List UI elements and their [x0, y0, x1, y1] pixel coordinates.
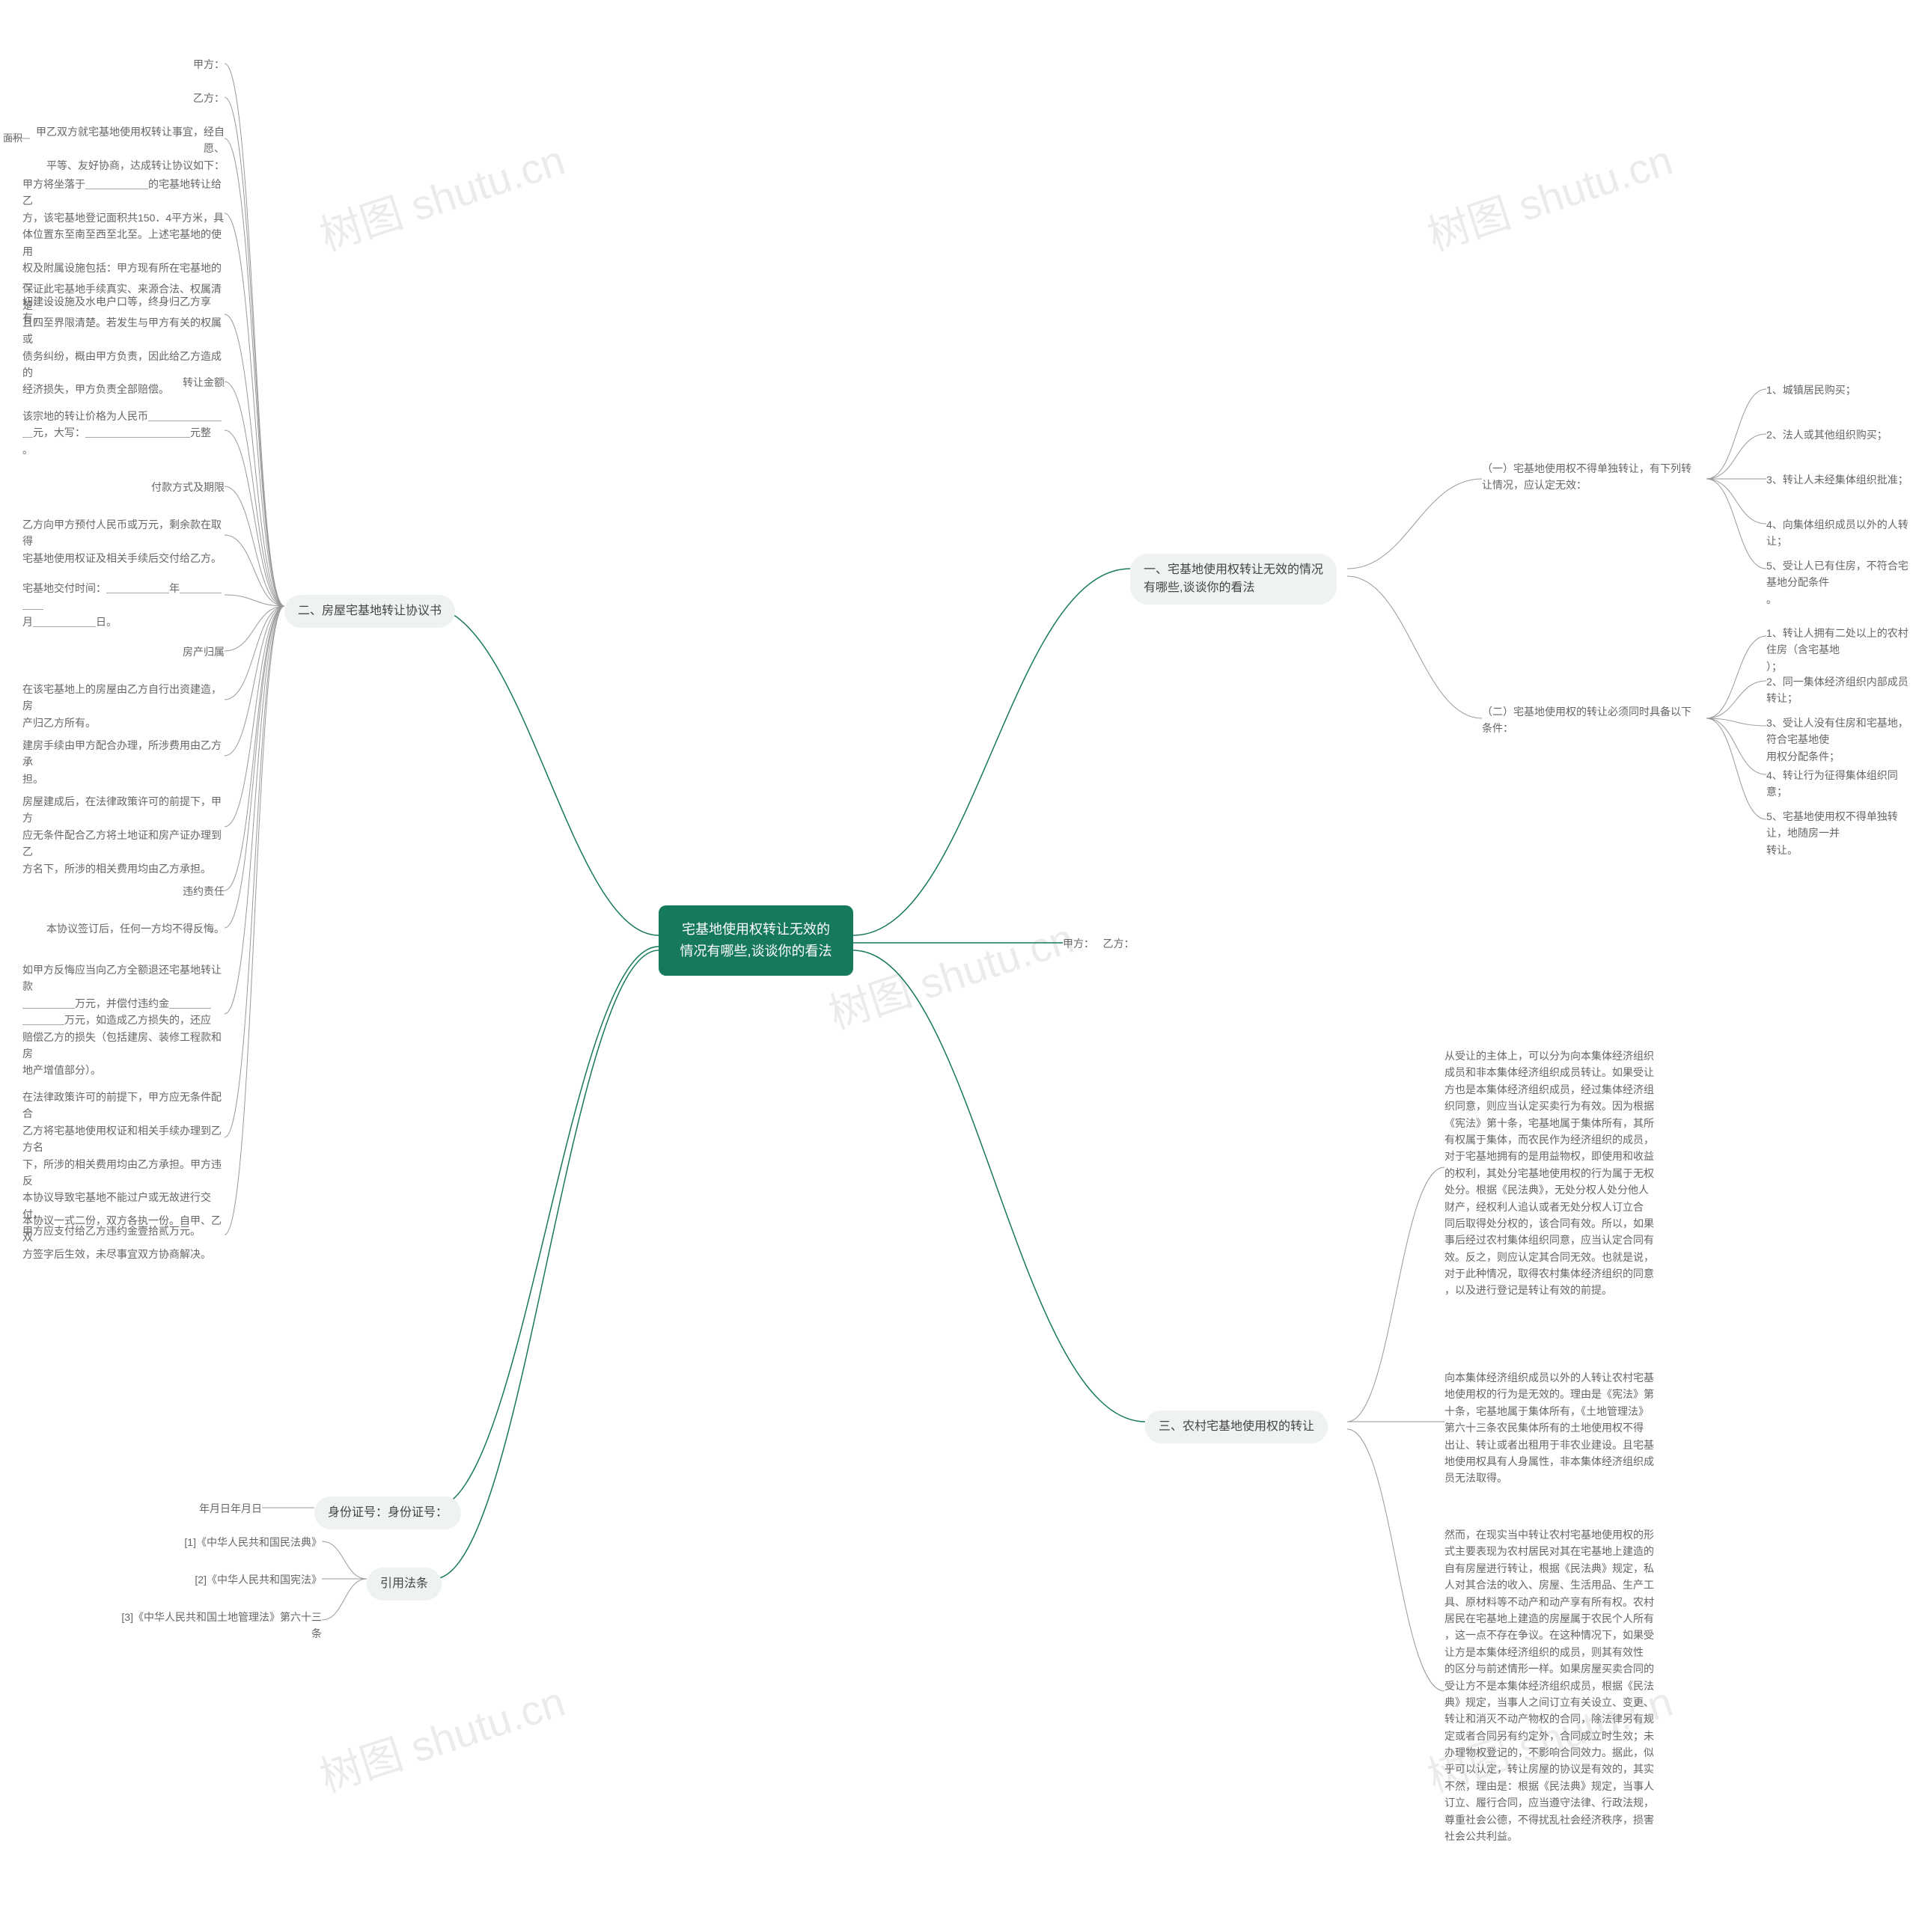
watermark: 树图 shutu.cn: [311, 1669, 572, 1805]
watermark: 树图 shutu.cn: [1419, 127, 1679, 263]
b2-item: 乙方：: [187, 90, 225, 106]
b2-item: 本协议签订后，任何一方均不得反悔。: [45, 920, 225, 937]
b2-item: 建房手续由甲方配合办理，所涉费用由乙方承 担。: [22, 737, 225, 787]
b1-sub2-item: 4、转让行为征得集体组织同意；: [1766, 767, 1916, 801]
b2-item: 本协议一式二份，双方各执一份。自甲、乙双 方签字后生效，未尽事宜双方协商解决。: [22, 1212, 225, 1262]
branch-3[interactable]: 三、农村宅基地使用权的转让: [1145, 1410, 1328, 1443]
b1-sub1-item: 1、城镇居民购买；: [1766, 382, 1856, 398]
b-law-item: [2]《中华人民共和国宪法》: [157, 1571, 322, 1588]
watermark: 树图 shutu.cn: [820, 905, 1081, 1042]
b1-sub1-item: 4、向集体组织成员以外的人转让；: [1766, 516, 1916, 550]
b1-sub1-item: 5、受让人已有住房，不符合宅基地分配条件 。: [1766, 557, 1916, 608]
b2-item: 违约责任: [172, 883, 225, 899]
b2-item: 宅基地交付时间：＿＿＿＿＿＿年＿＿＿＿＿＿ 月＿＿＿＿＿＿日。: [22, 580, 225, 630]
b2-item: 乙方向甲方预付人民币或万元，剩余款在取得 宅基地使用权证及相关手续后交付给乙方。: [22, 516, 225, 566]
b2-item: 在该宅基地上的房屋由乙方自行出资建造，房 产归乙方所有。: [22, 681, 225, 731]
branch-2[interactable]: 二、房屋宅基地转让协议书: [284, 595, 455, 628]
b2-item: 房屋建成后，在法律政策许可的前提下，甲方 应无条件配合乙方将土地证和房产证办理到…: [22, 793, 225, 877]
b1-sub2-item: 5、宅基地使用权不得单独转让，地随房一并 转让。: [1766, 808, 1916, 858]
branch-law[interactable]: 引用法条: [367, 1568, 442, 1601]
b2-side-label: 宅基地坐落、面积: [0, 131, 22, 147]
b1-sub2-item: 3、受让人没有住房和宅基地，符合宅基地使 用权分配条件；: [1766, 715, 1916, 765]
b1-sub2-item: 2、同一集体经济组织内部成员转让；: [1766, 673, 1916, 707]
b2-item: 转让金额: [172, 374, 225, 391]
b2-item: 甲方：: [187, 56, 225, 73]
b3-p1: 从受让的主体上，可以分为向本集体经济组织 成员和非本集体经济组织成员转让。如果受…: [1444, 1048, 1654, 1299]
branch-1-sub1[interactable]: （一）宅基地使用权不得单独转让，有下列转 让情况，应认定无效：: [1482, 460, 1691, 494]
b1-sub2-item: 1、转让人拥有二处以上的农村住房（含宅基地 ）；: [1766, 625, 1916, 675]
b-id-side: 年月日年月日: [187, 1500, 262, 1517]
b2-item: 房产归属: [172, 644, 225, 660]
branch-1-sub2[interactable]: （二）宅基地使用权的转让必须同时具备以下 条件：: [1482, 703, 1691, 737]
b2-item: 该宗地的转让价格为人民币＿＿＿＿＿＿＿ ＿元，大写：＿＿＿＿＿＿＿＿＿＿元整 。: [22, 408, 225, 458]
b2-item: 付款方式及期限: [142, 479, 225, 495]
branch-id[interactable]: 身份证号：身份证号：: [314, 1497, 461, 1529]
watermark: 树图 shutu.cn: [311, 127, 572, 263]
branch-jiayi[interactable]: 甲方： 乙方：: [1063, 935, 1135, 952]
b3-p3: 然而，在现实当中转让农村宅基地使用权的形 式主要表现为农村居民对其在宅基地上建造…: [1444, 1526, 1654, 1844]
b-law-item: [1]《中华人民共和国民法典》: [157, 1534, 322, 1550]
b2-item: 如甲方反悔应当向乙方全额退还宅基地转让款 ＿＿＿＿＿万元，并偿付违约金＿＿＿＿ …: [22, 962, 225, 1079]
b3-p2: 向本集体经济组织成员以外的人转让农村宅基 地使用权的行为是无效的。理由是《宪法》…: [1444, 1369, 1654, 1487]
b1-sub1-item: 2、法人或其他组织购买；: [1766, 427, 1888, 443]
center-topic[interactable]: 宅基地使用权转让无效的 情况有哪些,谈谈你的看法: [659, 905, 853, 976]
b-law-item: [3]《中华人民共和国土地管理法》第六十三 条: [112, 1609, 322, 1642]
branch-1[interactable]: 一、宅基地使用权转让无效的情况 有哪些,谈谈你的看法: [1130, 554, 1337, 605]
b2-item: 甲乙双方就宅基地使用权转让事宜，经自愿、 平等、友好协商，达成转让协议如下：: [22, 123, 225, 174]
b1-sub1-item: 3、转让人未经集体组织批准；: [1766, 471, 1909, 488]
